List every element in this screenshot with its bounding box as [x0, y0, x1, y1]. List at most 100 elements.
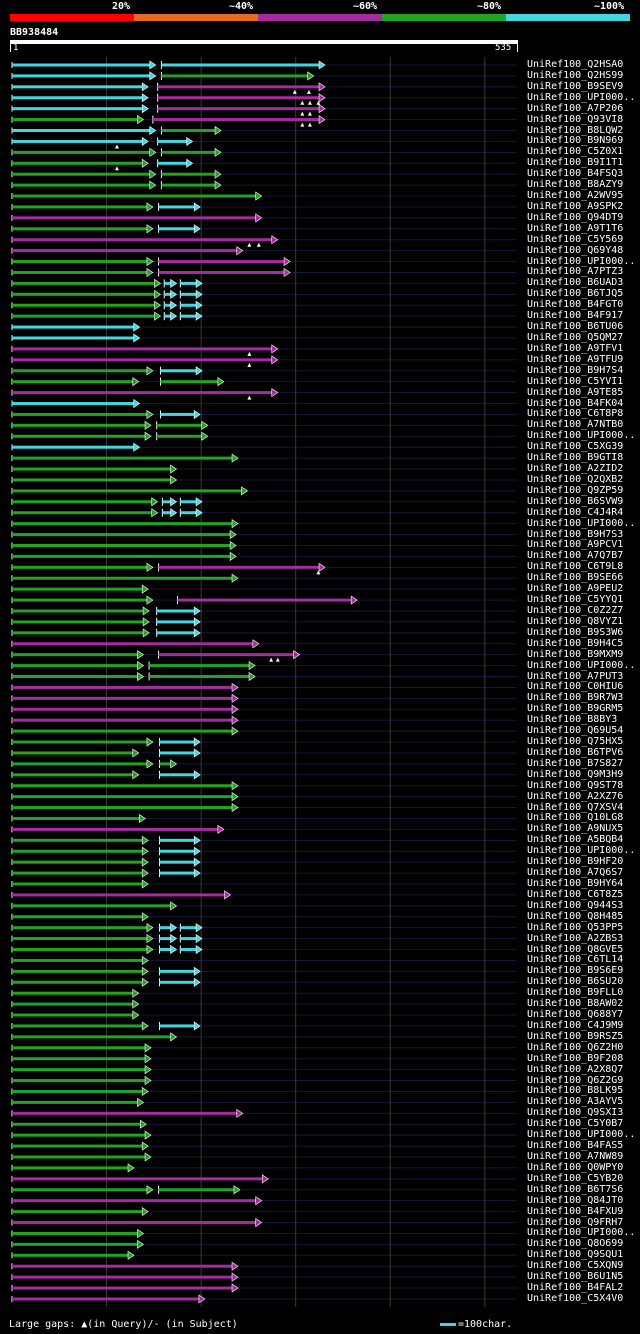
hit-label-link[interactable]: UniRef100_A9PEU2: [527, 583, 624, 595]
hit-label-link[interactable]: UniRef100_B6TJQ5: [527, 288, 624, 300]
hit-label-link[interactable]: UniRef100_Q9SXI3: [527, 1107, 624, 1119]
hit-label-link[interactable]: UniRef100_Q8GVE5: [527, 943, 624, 955]
hit-label-link[interactable]: UniRef100_A7NTB0: [527, 419, 624, 431]
hit-label-link[interactable]: UniRef100_C5XG39: [527, 441, 624, 453]
hit-label-link[interactable]: UniRef100_UPI000..: [527, 430, 636, 442]
hit-label-link[interactable]: UniRef100_C6T8P8: [527, 408, 624, 420]
hit-label-link[interactable]: UniRef100_A7Q7B7: [527, 550, 624, 562]
hit-label-link[interactable]: UniRef100_Q688Y7: [527, 1009, 624, 1021]
hit-label-link[interactable]: UniRef100_B4FAS5: [527, 1140, 624, 1152]
hit-label-link[interactable]: UniRef100_B8BY3: [527, 714, 618, 726]
hit-label-link[interactable]: UniRef100_A2ZID2: [527, 463, 624, 475]
hit-label-link[interactable]: UniRef100_Q9ST78: [527, 779, 624, 791]
hit-label-link[interactable]: UniRef100_A3AYV5: [527, 1096, 624, 1108]
hit-label-link[interactable]: UniRef100_Q2QXB2: [527, 473, 624, 485]
hit-label-link[interactable]: UniRef100_B9S6E9: [527, 965, 624, 977]
hit-label-link[interactable]: UniRef100_A2XZ76: [527, 790, 624, 802]
hit-label-link[interactable]: UniRef100_Q69U54: [527, 725, 624, 737]
hit-label-link[interactable]: UniRef100_C5Y0B7: [527, 1118, 624, 1130]
hit-label-link[interactable]: UniRef100_A9TFV1: [527, 342, 624, 354]
hit-label-link[interactable]: UniRef100_C4J4R4: [527, 506, 624, 518]
hit-label-link[interactable]: UniRef100_C6T8Z5: [527, 888, 624, 900]
hit-label-link[interactable]: UniRef100_B7S827: [527, 757, 624, 769]
hit-label-link[interactable]: UniRef100_B4FXU9: [527, 1205, 624, 1217]
hit-label-link[interactable]: UniRef100_B9HY64: [527, 878, 624, 889]
hit-label-link[interactable]: UniRef100_B4F917: [527, 310, 624, 322]
hit-label-link[interactable]: UniRef100_B9F208: [527, 1052, 624, 1064]
hit-label-link[interactable]: UniRef100_A7NW89: [527, 1151, 624, 1162]
hit-label-link[interactable]: UniRef100_B9MXM9: [527, 648, 624, 660]
hit-label-link[interactable]: UniRef100_A9TE85: [527, 386, 624, 398]
hit-label-link[interactable]: UniRef100_A9TFU9: [527, 353, 624, 365]
hit-label-link[interactable]: UniRef100_A7PUT3: [527, 670, 624, 682]
hit-label-link[interactable]: UniRef100_Q0WPY0: [527, 1161, 624, 1173]
hit-label-link[interactable]: UniRef100_C6T9L8: [527, 561, 624, 573]
hit-label-link[interactable]: UniRef100_B9H7S4: [527, 364, 624, 376]
hit-label-link[interactable]: UniRef100_A9T1T6: [527, 222, 624, 234]
hit-label-link[interactable]: UniRef100_UPI000..: [527, 659, 636, 671]
hit-label-link[interactable]: UniRef100_A7PTZ3: [527, 266, 624, 278]
hit-label-link[interactable]: UniRef100_B8LQW2: [527, 124, 624, 136]
hit-label-link[interactable]: UniRef100_A2ZBS3: [527, 932, 624, 944]
hit-label-link[interactable]: UniRef100_C6TL14: [527, 954, 624, 966]
hit-label-link[interactable]: UniRef100_B6SVW9: [527, 495, 624, 507]
hit-label-link[interactable]: UniRef100_B6SU20: [527, 976, 624, 988]
hit-label-link[interactable]: UniRef100_C5Z0X1: [527, 146, 624, 158]
hit-label-link[interactable]: UniRef100_A9NUX5: [527, 823, 624, 835]
hit-label-link[interactable]: UniRef100_B6UAD3: [527, 277, 624, 289]
hit-label-link[interactable]: UniRef100_Q53PP5: [527, 921, 624, 933]
hit-label-link[interactable]: UniRef100_Q2HSA0: [527, 59, 624, 70]
hit-label-link[interactable]: UniRef100_B9H7S3: [527, 528, 624, 540]
hit-label-link[interactable]: UniRef100_B8AW02: [527, 998, 624, 1010]
hit-label-link[interactable]: UniRef100_C4J9M9: [527, 1019, 624, 1031]
hit-label-link[interactable]: UniRef100_Q10LG8: [527, 812, 624, 824]
hit-label-link[interactable]: UniRef100_A9PCV1: [527, 539, 624, 551]
hit-label-link[interactable]: UniRef100_C5XQN9: [527, 1260, 624, 1272]
hit-label-link[interactable]: UniRef100_B4FSQ3: [527, 168, 624, 180]
hit-label-link[interactable]: UniRef100_Q7XSV4: [527, 801, 624, 813]
hit-label-link[interactable]: UniRef100_A5BQB4: [527, 834, 624, 846]
hit-label-link[interactable]: UniRef100_UPI000..: [527, 1129, 636, 1141]
hit-label-link[interactable]: UniRef100_B9SEV9: [527, 80, 624, 92]
hit-label-link[interactable]: UniRef100_B6U1N5: [527, 1271, 624, 1283]
hit-label-link[interactable]: UniRef100_Q75HX5: [527, 736, 624, 748]
hit-label-link[interactable]: UniRef100_Q9FRH7: [527, 1216, 624, 1228]
hit-label-link[interactable]: UniRef100_B8AZY9: [527, 179, 624, 191]
hit-label-link[interactable]: UniRef100_B4FGT0: [527, 299, 624, 311]
hit-label-link[interactable]: UniRef100_Q5QM27: [527, 332, 624, 343]
hit-label-link[interactable]: UniRef100_Q944S3: [527, 899, 624, 911]
hit-label-link[interactable]: UniRef100_UPI000..: [527, 845, 636, 857]
hit-label-link[interactable]: UniRef100_C0Z2Z7: [527, 605, 624, 616]
hit-label-link[interactable]: UniRef100_C5Y569: [527, 233, 624, 245]
hit-label-link[interactable]: UniRef100_B9HF20: [527, 856, 624, 868]
hit-label-link[interactable]: UniRef100_Q84JT0: [527, 1194, 624, 1206]
hit-label-link[interactable]: UniRef100_A7P206: [527, 102, 624, 114]
hit-label-link[interactable]: UniRef100_B9GRM5: [527, 703, 624, 715]
hit-label-link[interactable]: UniRef100_Q8H485: [527, 910, 624, 922]
hit-label-link[interactable]: UniRef100_A2X8Q7: [527, 1063, 624, 1075]
hit-label-link[interactable]: UniRef100_Q93VI8: [527, 113, 624, 125]
hit-label-link[interactable]: UniRef100_B9I1T1: [527, 157, 624, 169]
hit-label-link[interactable]: UniRef100_A9SPK2: [527, 200, 624, 212]
hit-label-link[interactable]: UniRef100_B9FLL0: [527, 987, 624, 999]
hit-label-link[interactable]: UniRef100_Q6Z2H0: [527, 1041, 624, 1053]
hit-label-link[interactable]: UniRef100_B4FK04: [527, 397, 624, 409]
hit-label-link[interactable]: UniRef100_Q2HS99: [527, 69, 624, 81]
hit-label-link[interactable]: UniRef100_C5YYQ1: [527, 594, 624, 606]
hit-label-link[interactable]: UniRef100_B9N969: [527, 135, 624, 147]
hit-label-link[interactable]: UniRef100_C5YB20: [527, 1172, 624, 1184]
hit-label-link[interactable]: UniRef100_B8LK95: [527, 1085, 624, 1097]
hit-label-link[interactable]: UniRef100_B6TPV6: [527, 746, 624, 758]
hit-label-link[interactable]: UniRef100_B9RSZ5: [527, 1030, 624, 1042]
hit-label-link[interactable]: UniRef100_Q9ZP59: [527, 484, 624, 496]
hit-label-link[interactable]: UniRef100_B6T7S6: [527, 1183, 624, 1195]
hit-label-link[interactable]: UniRef100_B9R7W3: [527, 692, 624, 704]
hit-label-link[interactable]: UniRef100_Q9SQU1: [527, 1249, 624, 1261]
hit-label-link[interactable]: UniRef100_Q94DT9: [527, 211, 624, 223]
hit-label-link[interactable]: UniRef100_B9H4C5: [527, 637, 624, 649]
hit-label-link[interactable]: UniRef100_UPI000..: [527, 517, 636, 529]
hit-label-link[interactable]: UniRef100_Q8O699: [527, 1238, 624, 1250]
hit-label-link[interactable]: UniRef100_A2WV95: [527, 190, 624, 202]
hit-label-link[interactable]: UniRef100_UPI000..: [527, 1227, 636, 1239]
hit-label-link[interactable]: UniRef100_C5YVI1: [527, 375, 624, 387]
